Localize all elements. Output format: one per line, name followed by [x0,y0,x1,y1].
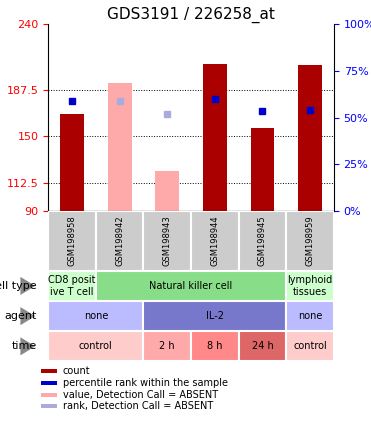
Title: GDS3191 / 226258_at: GDS3191 / 226258_at [107,7,275,23]
Text: CD8 posit
ive T cell: CD8 posit ive T cell [48,275,96,297]
Text: control: control [79,341,113,351]
Bar [250,127,275,211]
Bar [191,211,239,271]
Text: control: control [293,341,327,351]
Bar [239,211,286,271]
Bar [41,392,57,397]
Bar [48,331,144,361]
Bar [286,301,334,331]
Bar [96,271,286,301]
Bar [48,301,144,331]
Text: count: count [63,366,91,377]
Bar [286,271,334,301]
Text: time: time [12,341,37,351]
Text: 2 h: 2 h [160,341,175,351]
Text: agent: agent [5,311,37,321]
Bar [108,83,132,211]
Bar [144,301,286,331]
Bar [41,369,57,373]
Bar [48,211,96,271]
Polygon shape [20,277,35,295]
Text: GSM198944: GSM198944 [210,215,219,266]
Text: value, Detection Call = ABSENT: value, Detection Call = ABSENT [63,390,218,400]
Text: cell type: cell type [0,281,37,291]
Bar [144,211,191,271]
Text: percentile rank within the sample: percentile rank within the sample [63,378,228,388]
Text: GSM198958: GSM198958 [68,215,76,266]
Text: GSM198945: GSM198945 [258,215,267,266]
Bar [41,404,57,408]
Text: Natural killer cell: Natural killer cell [150,281,233,291]
Bar [60,114,84,211]
Text: lymphoid
tissues: lymphoid tissues [288,275,333,297]
Bar [96,211,144,271]
Text: none: none [298,311,322,321]
Text: GSM198943: GSM198943 [163,215,172,266]
Text: none: none [83,311,108,321]
Bar [298,65,322,211]
Polygon shape [20,337,35,355]
Bar [191,331,239,361]
Bar [203,64,227,211]
Bar [48,271,96,301]
Bar [155,171,179,211]
Polygon shape [20,307,35,325]
Text: 8 h: 8 h [207,341,223,351]
Bar [144,331,191,361]
Text: rank, Detection Call = ABSENT: rank, Detection Call = ABSENT [63,401,213,411]
Text: 24 h: 24 h [252,341,273,351]
Text: GSM198959: GSM198959 [306,215,315,266]
Text: IL-2: IL-2 [206,311,224,321]
Bar [239,331,286,361]
Bar [286,211,334,271]
Text: GSM198942: GSM198942 [115,215,124,266]
Bar [41,381,57,385]
Bar [286,331,334,361]
